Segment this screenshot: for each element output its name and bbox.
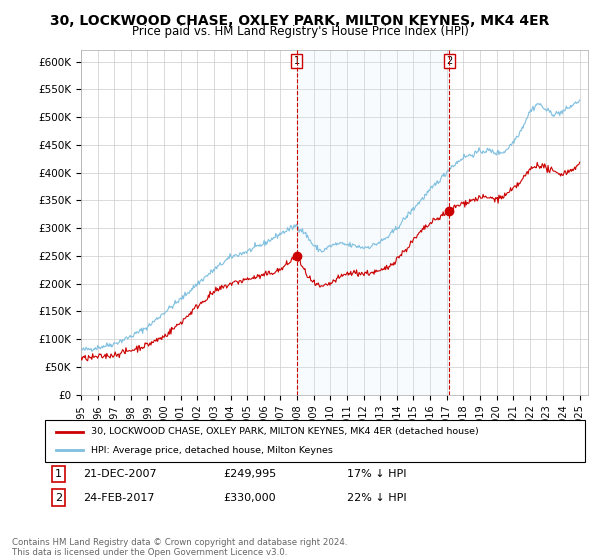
FancyBboxPatch shape	[45, 420, 585, 462]
Text: Contains HM Land Registry data © Crown copyright and database right 2024.
This d: Contains HM Land Registry data © Crown c…	[12, 538, 347, 557]
Text: 1: 1	[293, 56, 299, 66]
Text: HPI: Average price, detached house, Milton Keynes: HPI: Average price, detached house, Milt…	[91, 446, 333, 455]
Text: 24-FEB-2017: 24-FEB-2017	[83, 493, 154, 503]
Text: 30, LOCKWOOD CHASE, OXLEY PARK, MILTON KEYNES, MK4 4ER (detached house): 30, LOCKWOOD CHASE, OXLEY PARK, MILTON K…	[91, 427, 479, 436]
Text: 1: 1	[55, 469, 62, 479]
Text: Price paid vs. HM Land Registry's House Price Index (HPI): Price paid vs. HM Land Registry's House …	[131, 25, 469, 38]
Text: 21-DEC-2007: 21-DEC-2007	[83, 469, 157, 479]
Text: 17% ↓ HPI: 17% ↓ HPI	[347, 469, 407, 479]
Text: 2: 2	[55, 493, 62, 503]
Text: £330,000: £330,000	[223, 493, 276, 503]
Text: £249,995: £249,995	[223, 469, 277, 479]
Text: 22% ↓ HPI: 22% ↓ HPI	[347, 493, 407, 503]
Bar	[296, 50, 449, 395]
Text: 30, LOCKWOOD CHASE, OXLEY PARK, MILTON KEYNES, MK4 4ER: 30, LOCKWOOD CHASE, OXLEY PARK, MILTON K…	[50, 14, 550, 28]
Text: 2: 2	[446, 56, 452, 66]
